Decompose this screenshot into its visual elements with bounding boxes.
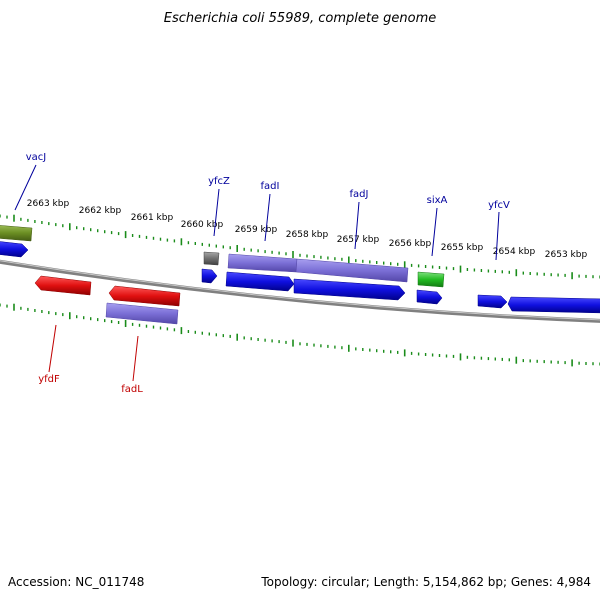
leader-vacj [14,164,37,211]
gene-vacj-olive[interactable] [0,225,33,242]
cds-yfcz-blue[interactable] [201,268,218,284]
leader-sixa [431,207,438,257]
genome-backbone [0,259,600,323]
leader-fadj [354,201,360,250]
scale-label: 2655 kbp [441,243,484,253]
gene-fadi-purple[interactable] [227,253,298,273]
cds-sixa-blue[interactable] [416,289,443,305]
leader-yfcv [495,211,500,261]
label-vacj[interactable]: vacJ [26,152,47,163]
scale-label: 2657 kbp [337,235,380,245]
forward-strand-genes [0,225,600,314]
cds-yfcv-blue[interactable] [477,294,508,309]
cds-fadj-blue[interactable] [293,278,406,301]
map-title: Escherichia coli 55989, complete genome [164,11,436,26]
label-fadl[interactable]: fadL [121,384,143,395]
scale-label: 2658 kbp [286,230,329,240]
scale-label: 2663 kbp [27,199,70,209]
leader-yfcz [213,188,220,237]
gene-sixa-green[interactable] [417,271,445,288]
label-fadj[interactable]: fadJ [350,189,369,200]
cds-next-blue[interactable] [507,296,600,314]
leader-fadi [264,193,271,242]
forward-gene-labels: vacJ yfcZ fadI fadJ sixA yfcV [14,152,510,261]
label-yfcz[interactable]: yfcZ [208,176,230,187]
scale-label: 2661 kbp [131,213,174,223]
outer-scale-ticks [0,214,600,280]
label-yfcv[interactable]: yfcV [488,200,510,211]
reverse-gene-labels: yfdF fadL [38,324,143,395]
gene-fadl-purple[interactable] [105,302,179,325]
reverse-strand-genes [34,275,181,325]
cds-vacj-blue[interactable] [0,241,29,258]
scale-label: 2656 kbp [389,239,432,249]
scale-label: 2659 kbp [235,225,278,235]
scale-label: 2662 kbp [79,206,122,216]
scale-label: 2660 kbp [181,220,224,230]
accession-text: Accession: NC_011748 [8,575,144,589]
scale-label: 2654 kbp [493,247,536,257]
cds-fadi-blue[interactable] [225,271,295,292]
leader-fadl [132,335,139,382]
scale-label: 2653 kbp [545,250,588,260]
inner-scale-ticks [0,303,600,367]
cds-yfdf-red[interactable] [34,275,92,296]
gene-yfcz-gray[interactable] [203,251,220,266]
label-fadi[interactable]: fadI [261,181,280,192]
cds-fadl-red[interactable] [108,285,181,307]
topology-summary: Topology: circular; Length: 5,154,862 bp… [260,575,591,589]
label-sixa[interactable]: sixA [427,195,448,206]
backbone-highlight [0,260,600,321]
gene-fadj-purple[interactable] [295,258,409,283]
label-yfdf[interactable]: yfdF [38,374,60,385]
scale-labels: 2663 kbp 2662 kbp 2661 kbp 2660 kbp 2659 kbp… [27,199,588,260]
leader-yfdf [48,324,57,373]
